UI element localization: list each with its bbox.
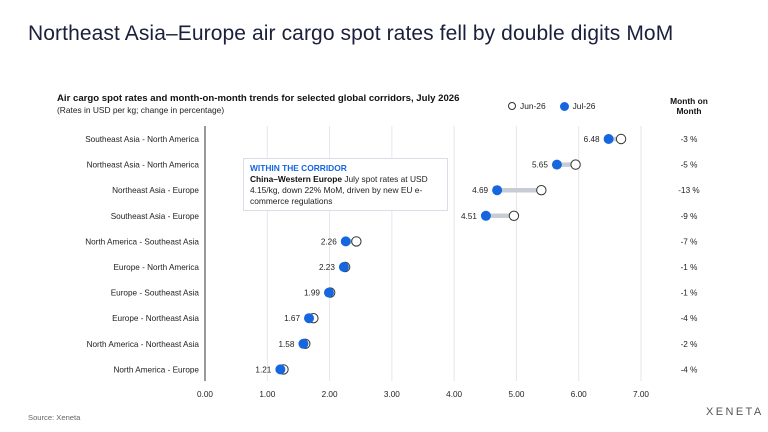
mom-value: -9 % [681, 212, 698, 221]
mom-value: -2 % [681, 340, 698, 349]
mom-value: -1 % [681, 263, 698, 272]
jul-value-label: 2.26 [321, 237, 337, 246]
callout-bold-corridor: China–Western Europe [250, 174, 342, 184]
jun-point [615, 133, 627, 145]
jul-value-label: 1.58 [278, 340, 294, 349]
jun-point [536, 185, 547, 196]
mom-value: -1 % [681, 289, 698, 298]
corridor-callout: WITHIN THE CORRIDOR China–Western Europe… [243, 158, 448, 211]
xeneta-logo: XENETA [706, 406, 764, 418]
callout-text: July spot rates at USD 4.15/kg, down 22%… [250, 174, 428, 206]
jul-point [304, 313, 315, 324]
x-tick-label: 0.00 [197, 390, 213, 399]
x-tick-label: 1.00 [259, 390, 275, 399]
mom-value: -4 % [681, 365, 698, 374]
jul-point [338, 262, 349, 272]
mom-value: -4 % [681, 314, 698, 323]
category-label: Northeast Asia - North America [87, 161, 200, 170]
legend-label-jul: Jul-26 [572, 101, 596, 111]
category-label: North America - Northeast Asia [87, 340, 200, 349]
category-label: Europe - Southeast Asia [111, 289, 200, 298]
jun-point [351, 236, 362, 247]
jul-point [298, 338, 309, 349]
mom-value: -7 % [681, 237, 698, 246]
category-label: Europe - North America [113, 263, 199, 272]
chart-subtitle: (Rates in USD per kg; change in percenta… [57, 105, 225, 115]
x-tick-label: 7.00 [633, 390, 649, 399]
jul-value-label: 4.51 [461, 212, 477, 221]
jul-point [492, 185, 503, 196]
chart-legend: Jun-26 Jul-26 [508, 101, 595, 111]
jul-point [551, 159, 562, 170]
jul-point [480, 210, 491, 221]
mom-column-header: Month on Month [670, 96, 708, 116]
legend-filled-circle-icon [559, 101, 569, 111]
jul-point [323, 287, 334, 298]
jul-value-label: 2.23 [319, 263, 335, 272]
jun-point [570, 159, 581, 170]
category-label: Southeast Asia - Europe [111, 212, 200, 221]
category-label: Southeast Asia - North America [85, 135, 199, 144]
x-tick-label: 5.00 [508, 390, 524, 399]
jul-point [340, 236, 351, 247]
chart-title: Air cargo spot rates and month-on-month … [57, 93, 460, 104]
category-label: Northeast Asia - Europe [112, 186, 199, 195]
jul-value-label: 1.99 [304, 289, 320, 298]
page-headline: Northeast Asia–Europe air cargo spot rat… [28, 22, 674, 45]
x-tick-label: 3.00 [384, 390, 400, 399]
mom-value: -13 % [678, 186, 699, 195]
jul-value-label: 6.48 [584, 135, 600, 144]
category-label: North America - Europe [113, 365, 199, 374]
jul-point [603, 134, 614, 144]
jul-value-label: 4.69 [472, 186, 488, 195]
jul-value-label: 5.65 [532, 161, 548, 170]
category-label: Europe - Northeast Asia [112, 314, 199, 323]
category-label: North America - Southeast Asia [85, 237, 199, 246]
jul-point [275, 364, 286, 375]
source-note: Source: Xeneta [28, 413, 81, 422]
jul-value-label: 1.21 [255, 365, 271, 374]
jun-point [508, 210, 520, 222]
legend-open-circle-icon [508, 102, 516, 110]
mom-value: -3 % [681, 135, 698, 144]
jul-value-label: 1.67 [284, 314, 300, 323]
legend-label-jun: Jun-26 [520, 101, 546, 111]
mom-value: -5 % [681, 161, 698, 170]
x-tick-label: 4.00 [446, 390, 462, 399]
callout-heading: WITHIN THE CORRIDOR [250, 163, 347, 173]
x-tick-label: 2.00 [322, 390, 338, 399]
x-tick-label: 6.00 [571, 390, 587, 399]
